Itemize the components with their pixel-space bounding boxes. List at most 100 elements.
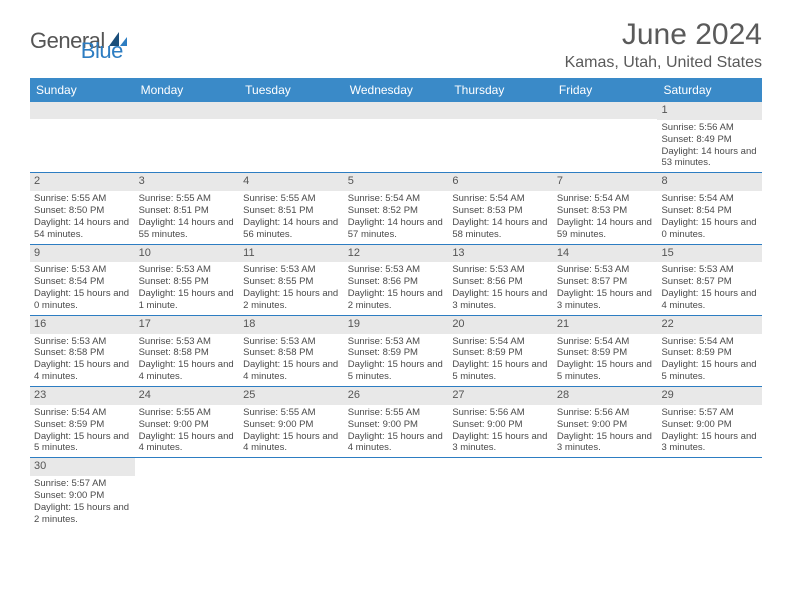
day-cell: 10Sunrise: 5:53 AMSunset: 8:55 PMDayligh… [135,245,240,315]
sunset-text: Sunset: 9:00 PM [557,419,654,431]
sunrise-text: Sunrise: 5:54 AM [452,336,549,348]
day-cell: 12Sunrise: 5:53 AMSunset: 8:56 PMDayligh… [344,245,449,315]
daylight-text: Daylight: 15 hours and 3 minutes. [452,288,549,312]
daylight-text: Daylight: 15 hours and 2 minutes. [243,288,340,312]
day-number: 20 [448,316,553,334]
day-cell: 25Sunrise: 5:55 AMSunset: 9:00 PMDayligh… [239,387,344,457]
sunrise-text: Sunrise: 5:55 AM [243,193,340,205]
sunset-text: Sunset: 8:59 PM [452,347,549,359]
sunset-text: Sunset: 8:55 PM [139,276,236,288]
sunrise-text: Sunrise: 5:57 AM [34,478,131,490]
day-cell [553,458,658,528]
day-number: 13 [448,245,553,263]
day-cell: 23Sunrise: 5:54 AMSunset: 8:59 PMDayligh… [30,387,135,457]
sunset-text: Sunset: 8:58 PM [139,347,236,359]
daylight-text: Daylight: 15 hours and 3 minutes. [557,288,654,312]
sunset-text: Sunset: 8:54 PM [661,205,758,217]
day-number: 8 [657,173,762,191]
day-cell: 8Sunrise: 5:54 AMSunset: 8:54 PMDaylight… [657,173,762,243]
sunset-text: Sunset: 8:57 PM [661,276,758,288]
day-number: 24 [135,387,240,405]
day-cell [239,458,344,528]
day-cell: 26Sunrise: 5:55 AMSunset: 9:00 PMDayligh… [344,387,449,457]
sunset-text: Sunset: 8:49 PM [661,134,758,146]
daylight-text: Daylight: 15 hours and 2 minutes. [34,502,131,526]
daylight-text: Daylight: 14 hours and 58 minutes. [452,217,549,241]
title-block: June 2024 Kamas, Utah, United States [565,18,762,72]
daylight-text: Daylight: 14 hours and 54 minutes. [34,217,131,241]
daylight-text: Daylight: 15 hours and 4 minutes. [243,359,340,383]
weekday-header: Monday [135,78,240,102]
day-number: 1 [657,102,762,120]
daylight-text: Daylight: 15 hours and 4 minutes. [348,431,445,455]
day-cell [344,102,449,172]
day-number: 18 [239,316,344,334]
day-number: 7 [553,173,658,191]
daylight-text: Daylight: 15 hours and 0 minutes. [34,288,131,312]
empty-day-bar [553,102,658,119]
sunset-text: Sunset: 8:57 PM [557,276,654,288]
sunrise-text: Sunrise: 5:56 AM [557,407,654,419]
sunrise-text: Sunrise: 5:53 AM [243,264,340,276]
daylight-text: Daylight: 15 hours and 2 minutes. [348,288,445,312]
sunrise-text: Sunrise: 5:53 AM [34,264,131,276]
sunrise-text: Sunrise: 5:57 AM [661,407,758,419]
calendar: SundayMondayTuesdayWednesdayThursdayFrid… [30,78,762,529]
day-number: 21 [553,316,658,334]
sunrise-text: Sunrise: 5:54 AM [34,407,131,419]
day-number: 16 [30,316,135,334]
empty-day-bar [239,102,344,119]
sunset-text: Sunset: 8:51 PM [243,205,340,217]
sunset-text: Sunset: 8:51 PM [139,205,236,217]
sunset-text: Sunset: 8:59 PM [34,419,131,431]
logo: General Blue [30,18,123,54]
sunrise-text: Sunrise: 5:53 AM [348,264,445,276]
daylight-text: Daylight: 14 hours and 55 minutes. [139,217,236,241]
day-cell: 24Sunrise: 5:55 AMSunset: 9:00 PMDayligh… [135,387,240,457]
daylight-text: Daylight: 15 hours and 4 minutes. [34,359,131,383]
empty-day-bar [135,102,240,119]
day-cell: 1Sunrise: 5:56 AMSunset: 8:49 PMDaylight… [657,102,762,172]
week-row: 1Sunrise: 5:56 AMSunset: 8:49 PMDaylight… [30,102,762,173]
weekday-header: Tuesday [239,78,344,102]
day-cell: 4Sunrise: 5:55 AMSunset: 8:51 PMDaylight… [239,173,344,243]
sunrise-text: Sunrise: 5:54 AM [557,336,654,348]
empty-day-bar [30,102,135,119]
day-cell: 14Sunrise: 5:53 AMSunset: 8:57 PMDayligh… [553,245,658,315]
sunrise-text: Sunrise: 5:54 AM [452,193,549,205]
sunrise-text: Sunrise: 5:56 AM [661,122,758,134]
daylight-text: Daylight: 15 hours and 3 minutes. [452,431,549,455]
weekday-header: Sunday [30,78,135,102]
day-number: 29 [657,387,762,405]
sunset-text: Sunset: 9:00 PM [34,490,131,502]
day-number: 26 [344,387,449,405]
empty-day-bar [344,102,449,119]
day-cell: 13Sunrise: 5:53 AMSunset: 8:56 PMDayligh… [448,245,553,315]
sunrise-text: Sunrise: 5:53 AM [34,336,131,348]
week-row: 30Sunrise: 5:57 AMSunset: 9:00 PMDayligh… [30,458,762,528]
sunset-text: Sunset: 9:00 PM [661,419,758,431]
week-row: 2Sunrise: 5:55 AMSunset: 8:50 PMDaylight… [30,173,762,244]
daylight-text: Daylight: 15 hours and 5 minutes. [452,359,549,383]
week-row: 16Sunrise: 5:53 AMSunset: 8:58 PMDayligh… [30,316,762,387]
day-cell: 22Sunrise: 5:54 AMSunset: 8:59 PMDayligh… [657,316,762,386]
sunset-text: Sunset: 8:50 PM [34,205,131,217]
sunset-text: Sunset: 8:54 PM [34,276,131,288]
day-number: 9 [30,245,135,263]
day-number: 25 [239,387,344,405]
daylight-text: Daylight: 15 hours and 4 minutes. [661,288,758,312]
sunrise-text: Sunrise: 5:53 AM [139,336,236,348]
day-cell: 11Sunrise: 5:53 AMSunset: 8:55 PMDayligh… [239,245,344,315]
sunset-text: Sunset: 8:58 PM [243,347,340,359]
sunrise-text: Sunrise: 5:55 AM [139,407,236,419]
day-cell: 30Sunrise: 5:57 AMSunset: 9:00 PMDayligh… [30,458,135,528]
sunrise-text: Sunrise: 5:55 AM [139,193,236,205]
day-cell: 21Sunrise: 5:54 AMSunset: 8:59 PMDayligh… [553,316,658,386]
daylight-text: Daylight: 15 hours and 1 minute. [139,288,236,312]
daylight-text: Daylight: 15 hours and 5 minutes. [348,359,445,383]
sunrise-text: Sunrise: 5:53 AM [348,336,445,348]
day-number: 27 [448,387,553,405]
day-cell: 2Sunrise: 5:55 AMSunset: 8:50 PMDaylight… [30,173,135,243]
day-cell [135,102,240,172]
day-cell: 19Sunrise: 5:53 AMSunset: 8:59 PMDayligh… [344,316,449,386]
